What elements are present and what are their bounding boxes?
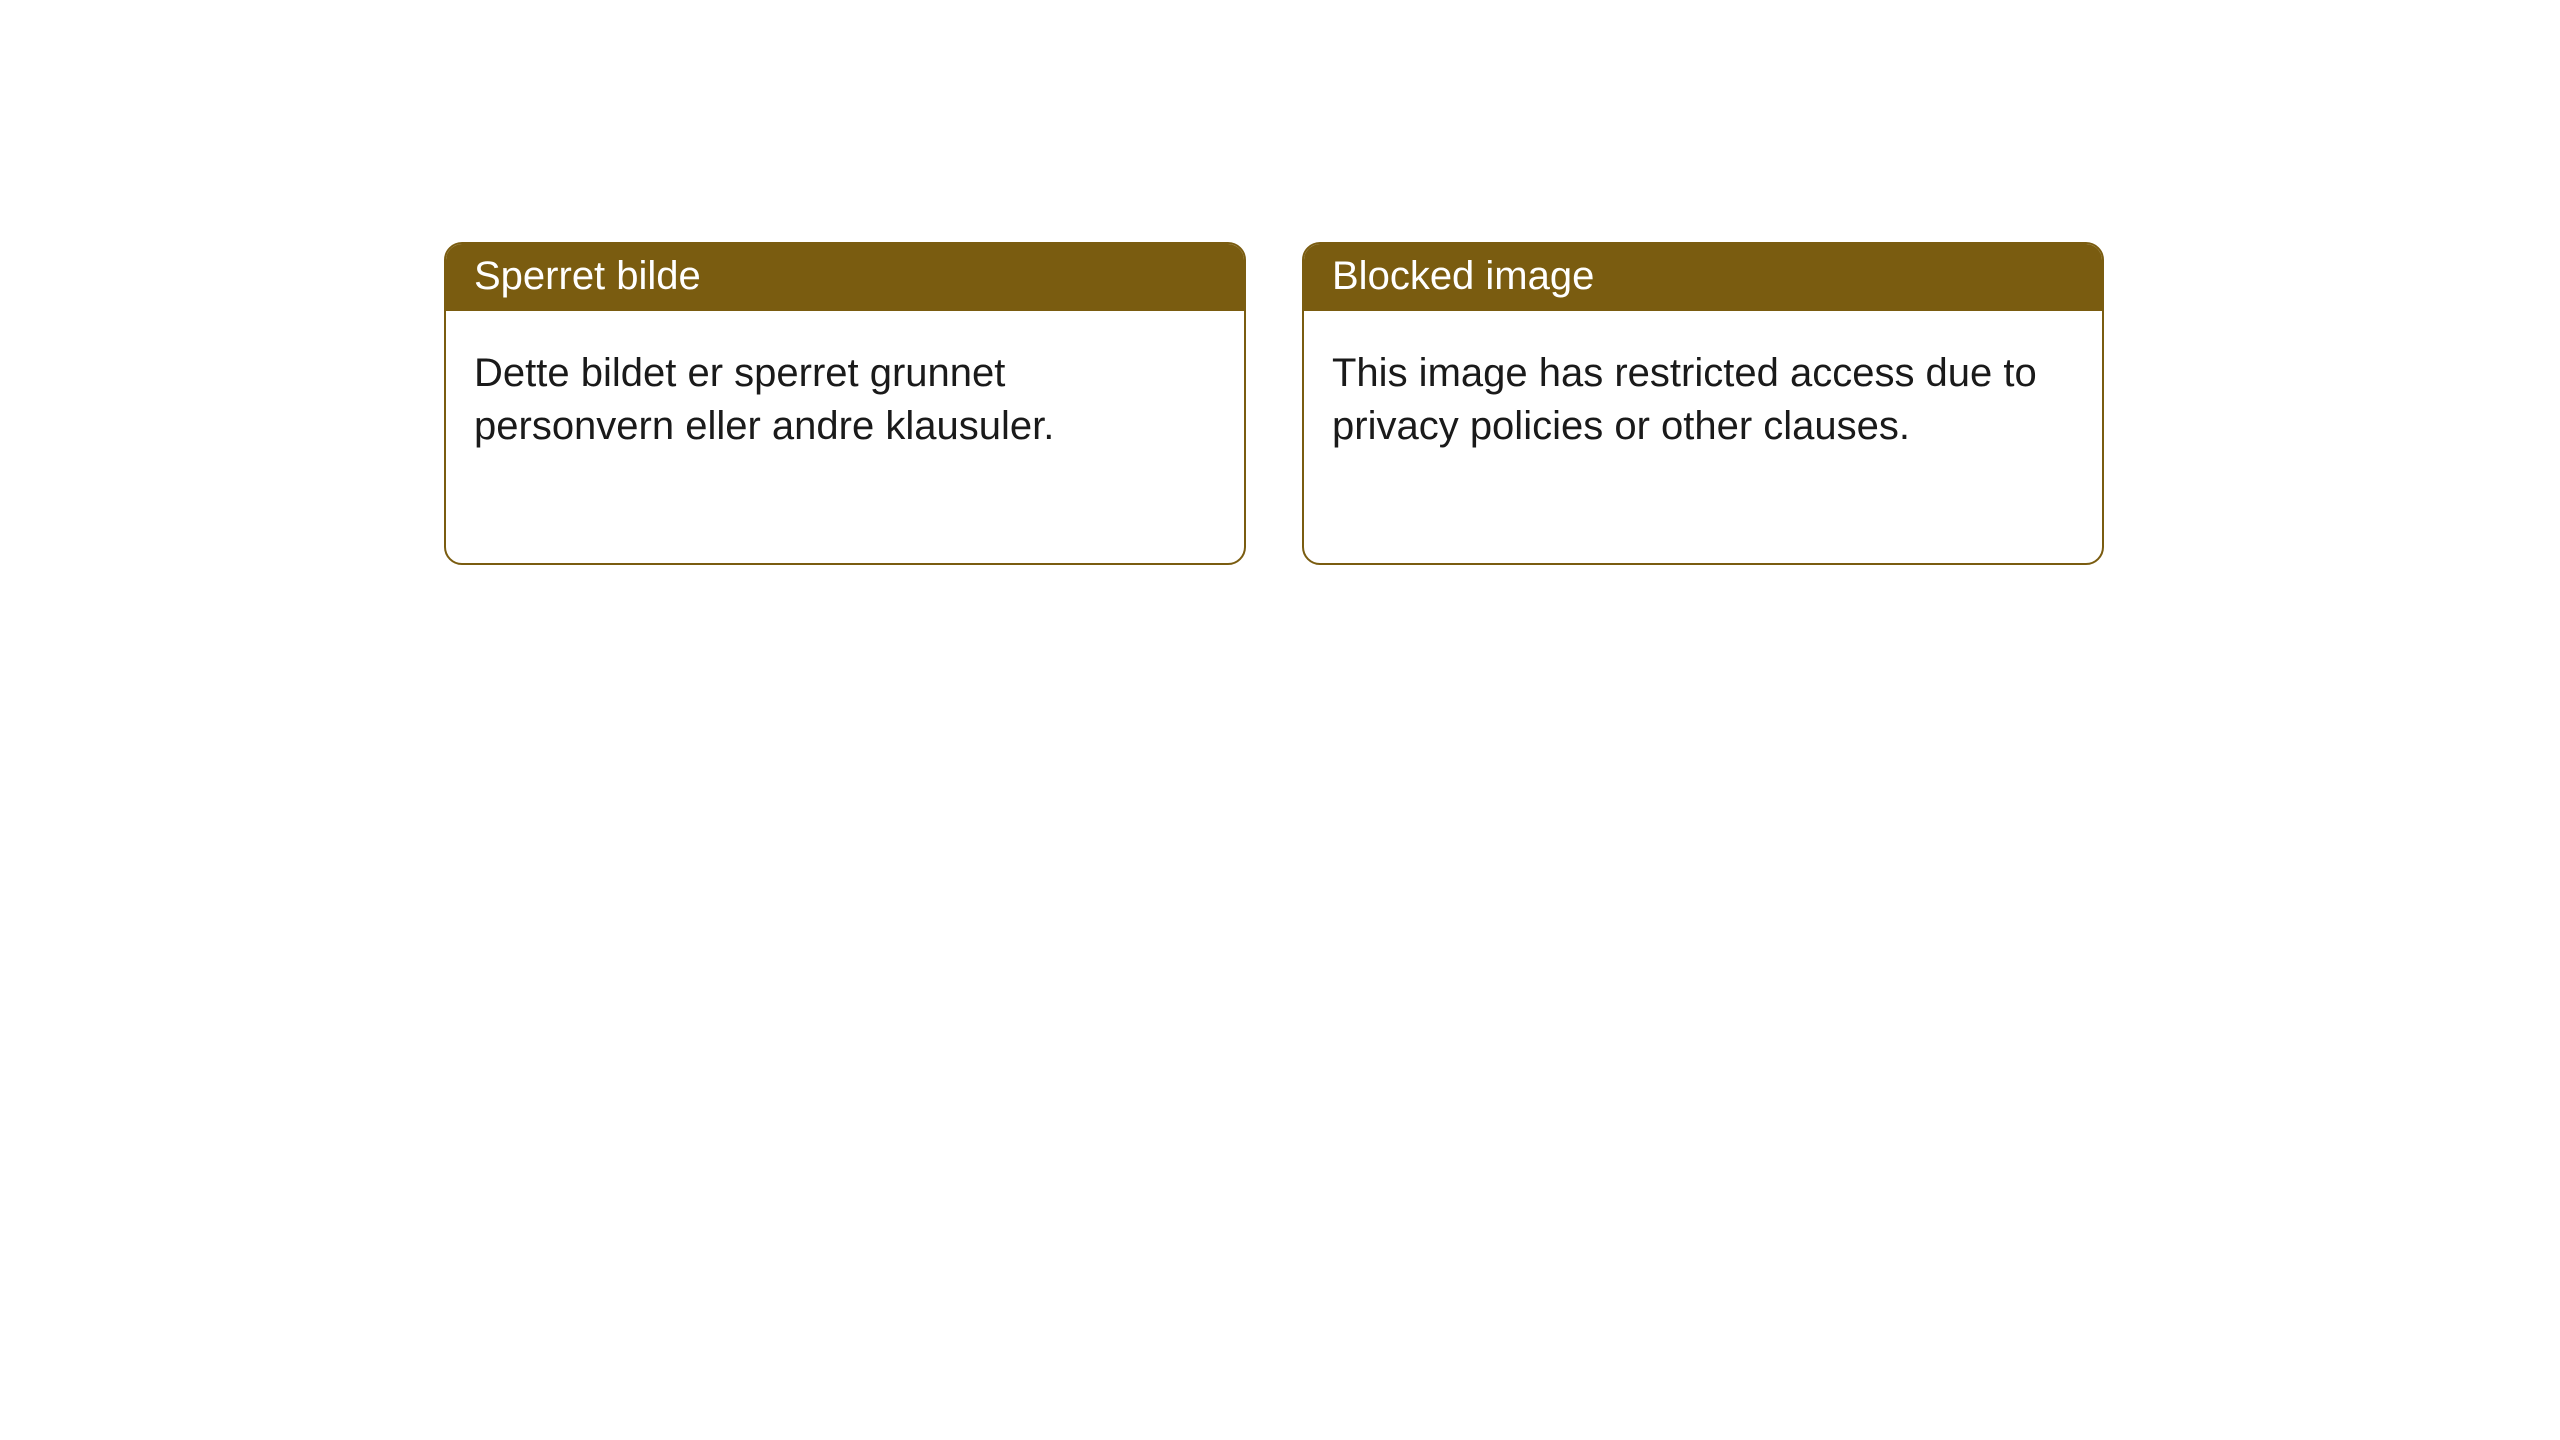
card-title: Blocked image: [1332, 254, 1594, 298]
card-header: Sperret bilde: [446, 244, 1244, 311]
card-body-text: Dette bildet er sperret grunnet personve…: [474, 351, 1054, 448]
card-body: Dette bildet er sperret grunnet personve…: [446, 311, 1244, 563]
notice-card-norwegian: Sperret bilde Dette bildet er sperret gr…: [444, 242, 1246, 565]
notice-container: Sperret bilde Dette bildet er sperret gr…: [0, 0, 2560, 565]
notice-card-english: Blocked image This image has restricted …: [1302, 242, 2104, 565]
card-body: This image has restricted access due to …: [1304, 311, 2102, 563]
card-header: Blocked image: [1304, 244, 2102, 311]
card-body-text: This image has restricted access due to …: [1332, 351, 2037, 448]
card-title: Sperret bilde: [474, 254, 701, 298]
